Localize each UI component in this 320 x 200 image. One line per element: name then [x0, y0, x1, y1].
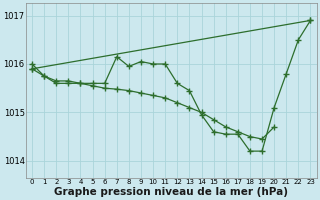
X-axis label: Graphe pression niveau de la mer (hPa): Graphe pression niveau de la mer (hPa)	[54, 187, 288, 197]
